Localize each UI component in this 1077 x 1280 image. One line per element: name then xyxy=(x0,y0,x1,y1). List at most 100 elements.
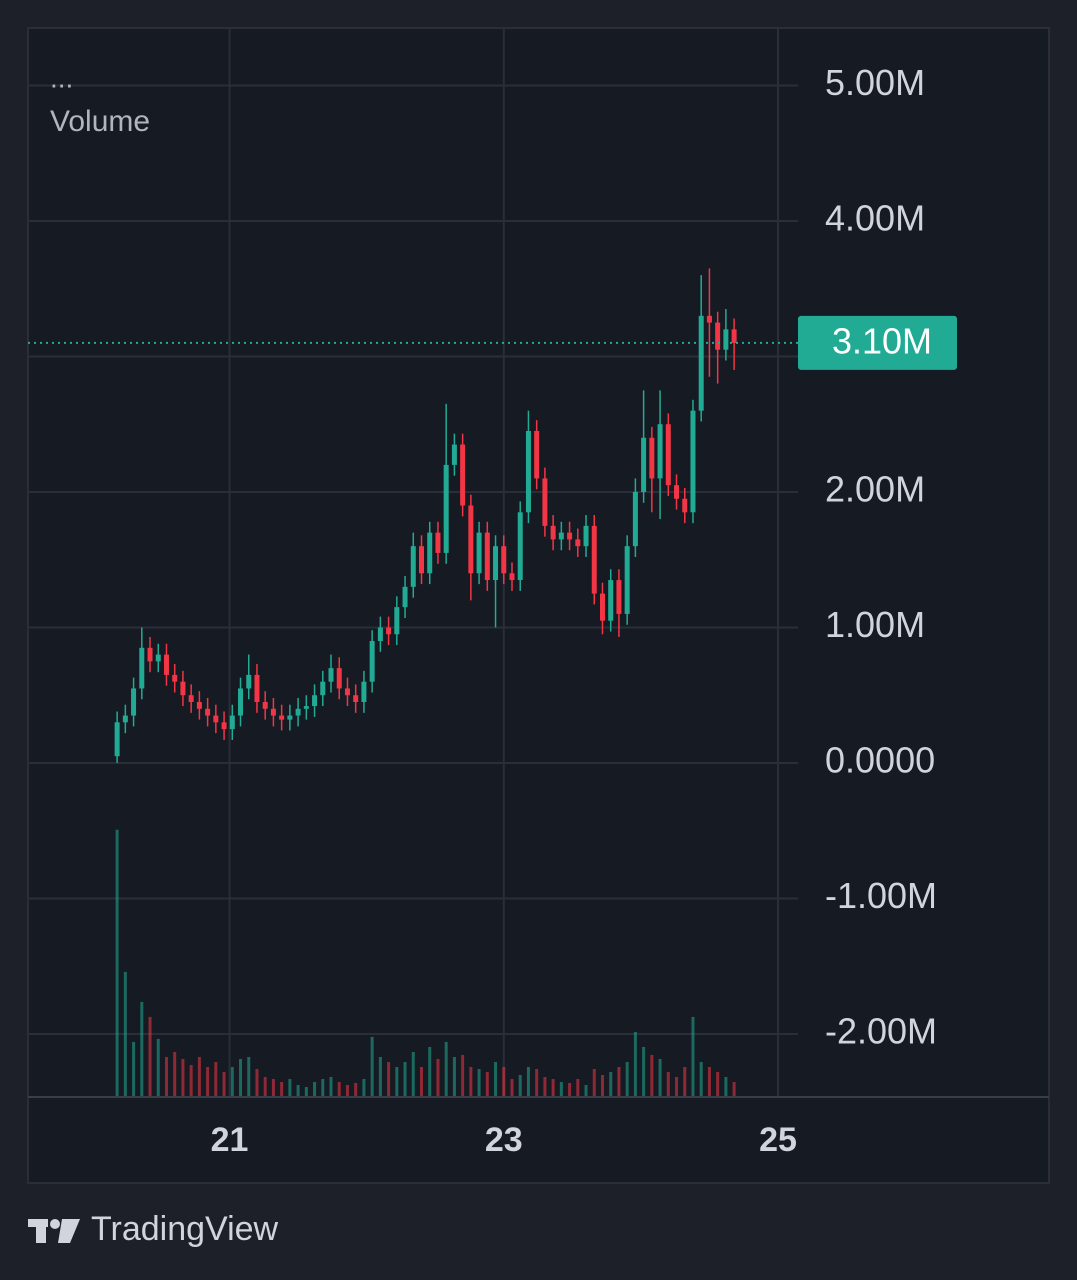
candle-body xyxy=(122,715,128,723)
brand: TradingView xyxy=(91,1210,279,1248)
candle-body xyxy=(698,315,704,411)
volume-bar xyxy=(140,1001,144,1097)
candle-body xyxy=(254,674,260,703)
volume-bar xyxy=(206,1066,210,1097)
label-layer: 5.00M4.00M3.00M2.00M1.00M0.0000-1.00M-2.… xyxy=(28,62,957,1159)
candle-body xyxy=(155,654,161,662)
volume-bar xyxy=(609,1071,613,1097)
candle-body xyxy=(682,498,688,513)
logo-shape xyxy=(36,1219,46,1243)
volume-bar xyxy=(132,1041,136,1097)
volume-bar xyxy=(156,1038,160,1097)
candle-body xyxy=(583,525,589,547)
candle-body xyxy=(608,580,614,621)
volume-bar xyxy=(148,1016,152,1097)
candle-body xyxy=(328,668,334,682)
candle-body xyxy=(180,681,186,696)
volume-bar xyxy=(716,1071,720,1097)
volume-bar xyxy=(304,1086,308,1097)
volume-bar xyxy=(387,1061,391,1097)
volume-bar xyxy=(543,1076,547,1097)
candle-body xyxy=(476,532,482,574)
volume-bar xyxy=(313,1081,317,1097)
volume-bar xyxy=(181,1058,185,1097)
candle-body xyxy=(509,573,515,581)
candle-body xyxy=(501,546,507,574)
volume-bar xyxy=(428,1046,432,1097)
candle-body xyxy=(303,706,309,709)
volume-bar xyxy=(263,1076,267,1097)
volume-bar xyxy=(732,1081,736,1097)
legend-label: Volume xyxy=(50,105,150,138)
candle-body xyxy=(534,430,540,479)
candle-body xyxy=(163,654,169,675)
candle-body xyxy=(295,708,301,716)
last-price-label: 3.10M xyxy=(832,320,932,361)
volume-bar xyxy=(164,1056,168,1097)
volume-bar xyxy=(444,1041,448,1097)
candle-body xyxy=(567,532,573,540)
candle-body xyxy=(320,681,326,696)
y-tick-label: 2.00M xyxy=(825,468,925,509)
logo xyxy=(28,1219,80,1243)
candle-body xyxy=(361,681,367,703)
volume-bar xyxy=(724,1076,728,1097)
volume-bar xyxy=(477,1068,481,1097)
volume-bar xyxy=(675,1076,679,1097)
candle-body xyxy=(386,627,392,635)
candle-body xyxy=(270,708,276,716)
candle-body xyxy=(550,525,556,540)
candle-body xyxy=(213,715,219,723)
candle-body xyxy=(443,464,449,553)
candle-body xyxy=(262,702,268,709)
candle-body xyxy=(624,546,630,614)
volume-bar xyxy=(354,1082,358,1097)
candle-body xyxy=(460,444,466,506)
candle-body xyxy=(279,715,285,720)
volume-bar xyxy=(535,1068,539,1097)
volume-bar xyxy=(600,1074,604,1097)
volume-bar xyxy=(699,1061,703,1097)
legend-menu[interactable]: ... xyxy=(50,62,73,93)
volume-bar xyxy=(461,1054,465,1097)
volume-bar xyxy=(666,1071,670,1097)
candle-body xyxy=(575,539,581,547)
volume-bar xyxy=(288,1078,292,1097)
volume-bar xyxy=(345,1084,349,1097)
candle-body xyxy=(172,674,178,682)
candle-body xyxy=(517,512,523,581)
volume-bar xyxy=(642,1046,646,1097)
volume-bar xyxy=(485,1071,489,1097)
candle-body xyxy=(484,532,490,581)
volume-bar xyxy=(510,1078,514,1097)
candle-body xyxy=(196,702,202,709)
candle-body xyxy=(706,315,712,323)
y-tick-label: 4.00M xyxy=(825,197,925,238)
volume-bar xyxy=(123,971,127,1097)
candle-body xyxy=(525,430,531,513)
volume-bar xyxy=(494,1061,498,1097)
candle-body xyxy=(139,647,145,689)
candle-body xyxy=(131,688,137,716)
volume-bar xyxy=(633,1031,637,1097)
candle-body xyxy=(558,532,564,540)
candle-body xyxy=(451,444,457,465)
volume-bar xyxy=(197,1056,201,1097)
volume-bar xyxy=(378,1056,382,1097)
volume-bar xyxy=(420,1066,424,1097)
volume-bar xyxy=(658,1058,662,1097)
volume-bar xyxy=(247,1056,251,1097)
candle-body xyxy=(641,437,647,492)
candle-body xyxy=(493,546,499,581)
volume-bar xyxy=(214,1061,218,1097)
candle-body xyxy=(377,627,383,642)
candle-body xyxy=(616,580,622,614)
candle-body xyxy=(723,329,729,350)
volume-bar xyxy=(239,1058,243,1097)
candle-body xyxy=(394,607,400,635)
volume-bar xyxy=(625,1061,629,1097)
volume-bar xyxy=(115,829,119,1097)
volume-bar xyxy=(518,1074,522,1097)
